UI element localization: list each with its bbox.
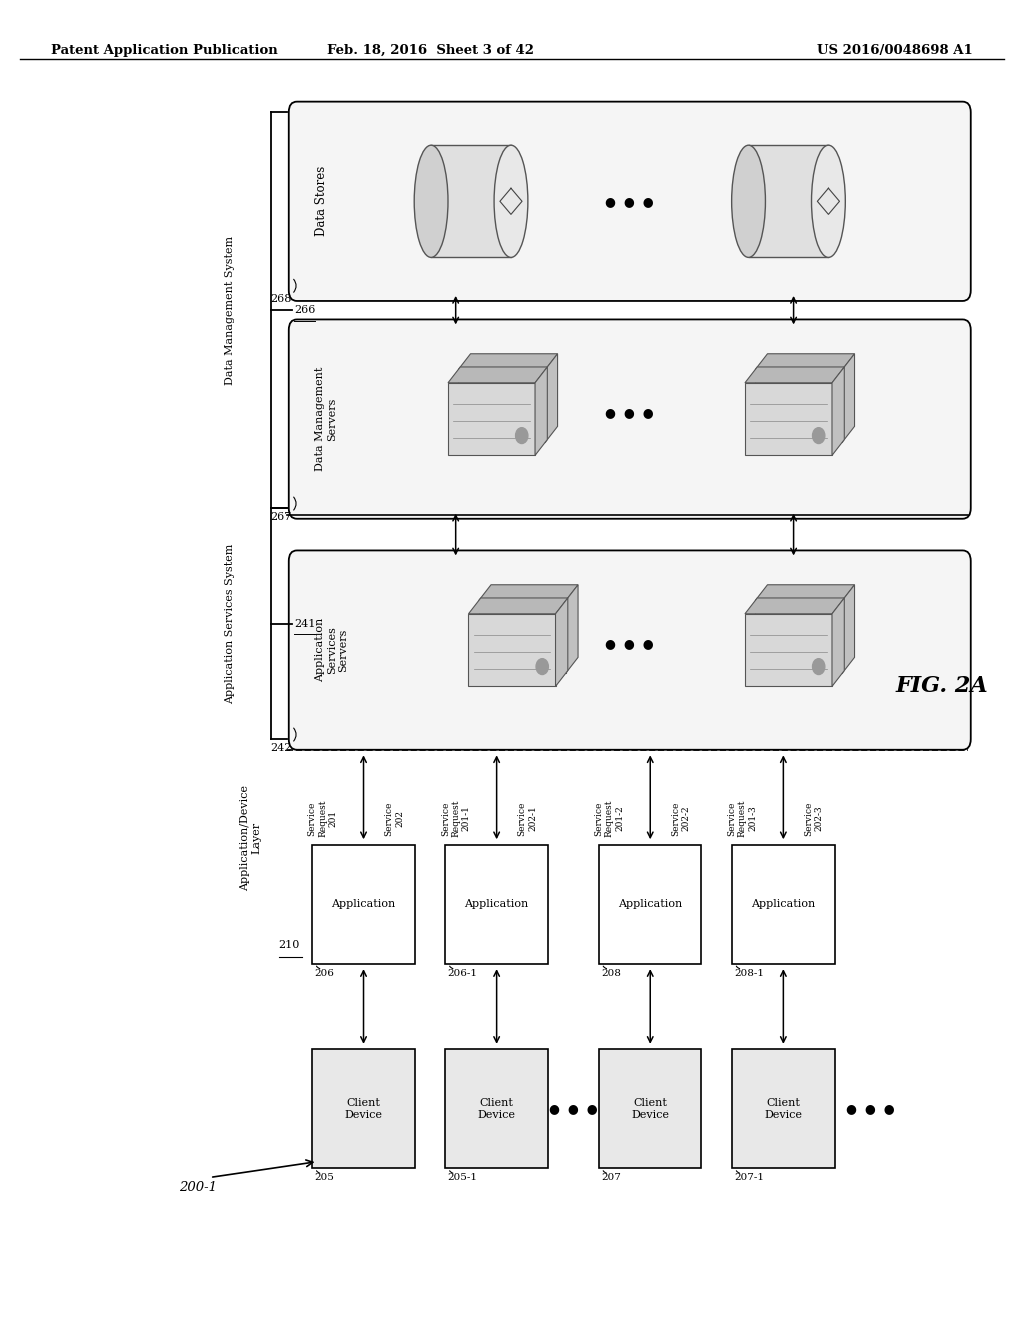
Text: Service
Request
201-3: Service Request 201-3 (727, 800, 758, 837)
Polygon shape (535, 367, 547, 455)
Text: 200-1: 200-1 (179, 1181, 217, 1195)
Text: 210: 210 (279, 940, 300, 950)
Text: Application
Services
Servers: Application Services Servers (315, 618, 348, 682)
Text: ●  ●  ●: ● ● ● (605, 195, 654, 207)
Bar (732, 845, 835, 964)
Text: 208-1: 208-1 (734, 969, 764, 978)
Text: Client
Device: Client Device (344, 1098, 383, 1119)
Polygon shape (555, 598, 567, 686)
Ellipse shape (731, 145, 765, 257)
Bar (599, 1049, 701, 1168)
Text: Client
Device: Client Device (631, 1098, 670, 1119)
FancyBboxPatch shape (289, 102, 971, 301)
Bar (449, 383, 535, 455)
Ellipse shape (494, 145, 528, 257)
Text: ●  ●  ●: ● ● ● (846, 1102, 895, 1115)
Bar (479, 601, 565, 673)
Text: Data Management
Servers: Data Management Servers (315, 367, 337, 471)
Text: 241: 241 (294, 619, 315, 628)
FancyBboxPatch shape (289, 550, 971, 750)
Polygon shape (565, 585, 578, 673)
Text: Application: Application (465, 899, 528, 909)
Polygon shape (756, 354, 854, 370)
Text: Patent Application Publication: Patent Application Publication (51, 44, 278, 57)
Text: Service
Request
201-2: Service Request 201-2 (594, 800, 625, 837)
Text: FIG. 2A: FIG. 2A (896, 676, 988, 697)
Text: Application: Application (332, 899, 395, 909)
Text: US 2016/0048698 A1: US 2016/0048698 A1 (817, 44, 973, 57)
Text: ●  ●  ●: ● ● ● (605, 407, 654, 418)
Bar (745, 614, 831, 686)
Circle shape (536, 659, 549, 675)
Bar (756, 601, 842, 673)
Polygon shape (756, 585, 854, 601)
Polygon shape (469, 598, 567, 614)
Text: 267: 267 (270, 512, 292, 523)
Polygon shape (479, 585, 578, 601)
Text: Data Management System: Data Management System (225, 236, 236, 384)
Text: 208: 208 (601, 969, 621, 978)
Text: 205: 205 (314, 1173, 334, 1183)
Polygon shape (842, 585, 854, 673)
Text: Application: Application (752, 899, 815, 909)
Text: Client
Device: Client Device (477, 1098, 516, 1119)
Text: 205-1: 205-1 (447, 1173, 477, 1183)
Text: 206: 206 (314, 969, 334, 978)
Text: Data Stores: Data Stores (315, 166, 329, 236)
Text: Service
202-3: Service 202-3 (805, 801, 823, 836)
Bar (445, 1049, 548, 1168)
Bar (732, 1049, 835, 1168)
Text: Service
202: Service 202 (385, 801, 403, 836)
Circle shape (813, 659, 825, 675)
Polygon shape (545, 354, 557, 442)
Polygon shape (745, 367, 844, 383)
Bar (431, 145, 511, 257)
Text: Service
Request
201: Service Request 201 (307, 800, 338, 837)
Ellipse shape (812, 145, 846, 257)
Text: 268: 268 (270, 294, 292, 305)
Bar (756, 370, 842, 442)
Text: 242: 242 (270, 743, 292, 754)
Bar (749, 145, 828, 257)
Text: 207-1: 207-1 (734, 1173, 764, 1183)
Bar (312, 1049, 415, 1168)
Text: Service
202-2: Service 202-2 (672, 801, 690, 836)
Bar (459, 370, 545, 442)
Ellipse shape (414, 145, 449, 257)
Text: Application: Application (618, 899, 682, 909)
Circle shape (813, 428, 825, 444)
Text: 206-1: 206-1 (447, 969, 477, 978)
Text: 207: 207 (601, 1173, 621, 1183)
Polygon shape (831, 367, 844, 455)
Text: Application Services System: Application Services System (225, 544, 236, 704)
Text: Feb. 18, 2016  Sheet 3 of 42: Feb. 18, 2016 Sheet 3 of 42 (327, 44, 534, 57)
Text: Service
202-1: Service 202-1 (518, 801, 537, 836)
Text: ●  ●  ●: ● ● ● (549, 1102, 598, 1115)
Circle shape (515, 428, 528, 444)
Bar (312, 845, 415, 964)
Polygon shape (449, 367, 547, 383)
Bar (469, 614, 555, 686)
Polygon shape (842, 354, 854, 442)
Text: Application/Device
Layer: Application/Device Layer (240, 785, 262, 891)
Polygon shape (745, 598, 844, 614)
Bar (599, 845, 701, 964)
Text: Service
Request
201-1: Service Request 201-1 (440, 800, 471, 837)
Polygon shape (831, 598, 844, 686)
Text: ●  ●  ●: ● ● ● (605, 638, 654, 649)
Bar (445, 845, 548, 964)
Bar (745, 383, 831, 455)
Text: Client
Device: Client Device (764, 1098, 803, 1119)
Text: 266: 266 (294, 305, 315, 315)
Polygon shape (459, 354, 557, 370)
FancyBboxPatch shape (289, 319, 971, 519)
